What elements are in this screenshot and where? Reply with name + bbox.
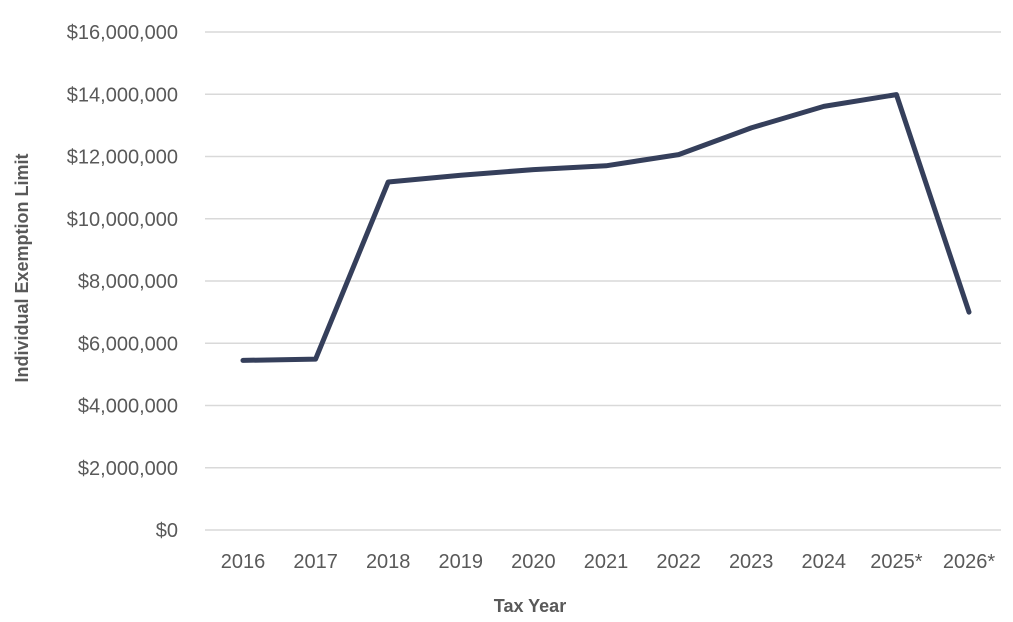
x-tick-label: 2018 — [366, 551, 411, 573]
x-tick-label: 2025* — [870, 551, 922, 573]
x-tick-label: 2020 — [511, 551, 556, 573]
series-line — [240, 92, 972, 363]
x-tick-label: 2023 — [729, 551, 774, 573]
x-tick-label: 2019 — [439, 551, 484, 573]
y-tick-label: $14,000,000 — [67, 84, 178, 106]
x-tick-label: 2016 — [221, 551, 266, 573]
x-axis-title: Tax Year — [494, 596, 566, 616]
y-tick-label: $16,000,000 — [67, 22, 178, 44]
y-tick-label: $4,000,000 — [78, 396, 178, 418]
y-tick-label: $8,000,000 — [78, 271, 178, 293]
y-axis-tick-labels: $0 $2,000,000 $4,000,000 $6,000,000 $8,000,0… — [67, 22, 178, 542]
x-tick-label: 2021 — [584, 551, 629, 573]
y-tick-label: $6,000,000 — [78, 333, 178, 355]
x-tick-label: 2026* — [943, 551, 995, 573]
y-tick-label: $12,000,000 — [67, 147, 178, 169]
y-axis-title: Individual Exemption Limit — [12, 153, 32, 382]
y-tick-label: $0 — [156, 520, 178, 542]
series-layer — [240, 92, 972, 363]
x-tick-label: 2017 — [293, 551, 338, 573]
y-tick-label: $10,000,000 — [67, 209, 178, 231]
x-tick-label: 2022 — [656, 551, 701, 573]
x-axis-tick-labels: 2016 2017 2018 2019 2020 2021 2022 2023 2024 2025… — [221, 551, 996, 573]
gridlines — [205, 31, 1001, 531]
y-tick-label: $2,000,000 — [78, 458, 178, 480]
x-tick-label: 2024 — [802, 551, 847, 573]
